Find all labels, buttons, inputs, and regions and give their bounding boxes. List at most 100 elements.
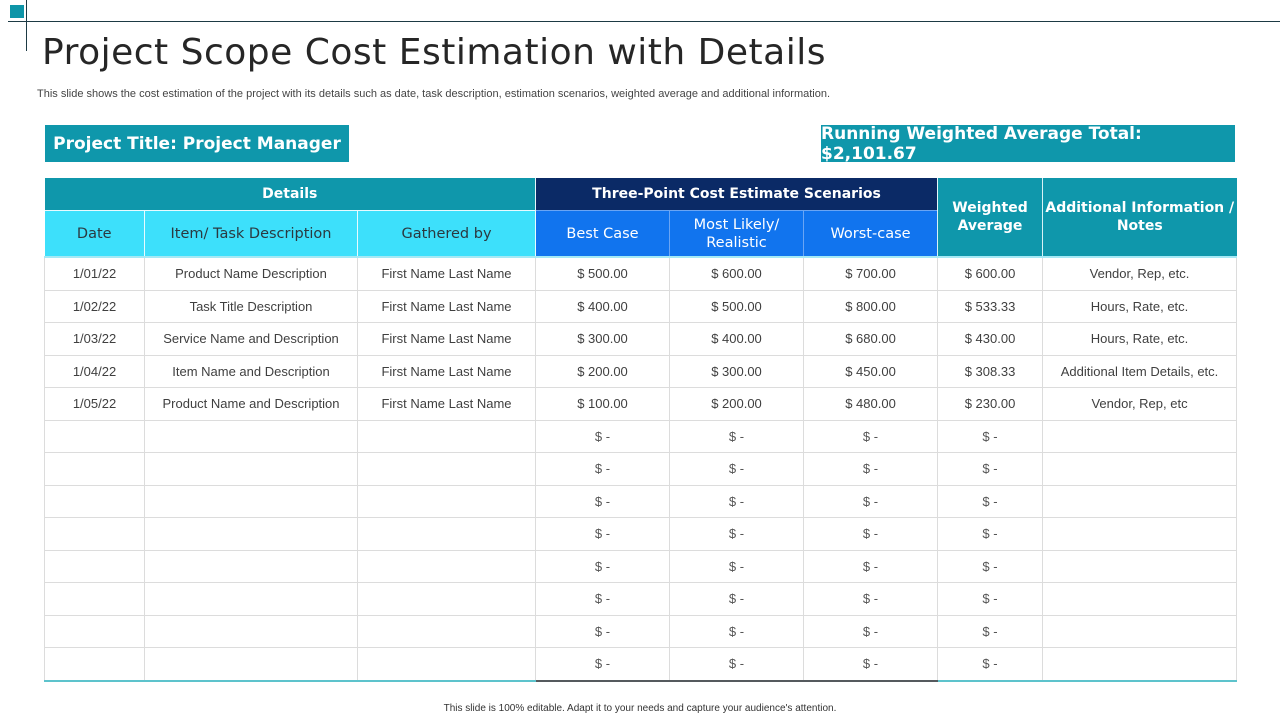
column-header-worst-case: Worst-case bbox=[803, 210, 939, 257]
date-cell bbox=[44, 484, 145, 518]
description-cell: Service Name and Description bbox=[144, 322, 358, 356]
details-group-header: Details bbox=[44, 178, 536, 211]
notes-cell: Hours, Rate, etc. bbox=[1042, 322, 1238, 356]
description-cell bbox=[144, 484, 358, 518]
best-case-cell: $ - bbox=[535, 419, 670, 453]
most-likely-cell: $ - bbox=[669, 614, 804, 648]
most-likely-cell: $ - bbox=[669, 582, 804, 616]
column-header-date: Date bbox=[44, 210, 145, 257]
weighted-average-cell: $ - bbox=[937, 484, 1044, 518]
best-case-cell: $ - bbox=[535, 614, 670, 648]
gathered-by-cell bbox=[357, 614, 536, 648]
weighted-average-cell: $ 600.00 bbox=[937, 256, 1044, 291]
most-likely-cell: $ - bbox=[669, 452, 804, 486]
date-cell: 1/03/22 bbox=[44, 322, 145, 356]
cost-estimation-table: Details Three-Point Cost Estimate Scenar… bbox=[44, 178, 1238, 682]
table-row: 1/02/22 Task Title Description First Name … bbox=[44, 289, 1238, 323]
date-cell bbox=[44, 419, 145, 453]
best-case-cell: $ 500.00 bbox=[535, 256, 670, 291]
scenarios-group-header: Three-Point Cost Estimate Scenarios bbox=[535, 178, 939, 211]
project-title-banner: Project Title: Project Manager bbox=[45, 125, 349, 162]
column-header-gathered-by: Gathered by bbox=[357, 210, 536, 257]
gathered-by-cell bbox=[357, 517, 536, 551]
most-likely-cell: $ 300.00 bbox=[669, 354, 804, 388]
worst-case-cell: $ - bbox=[802, 582, 939, 616]
notes-header: Additional Information / Notes bbox=[1042, 178, 1237, 257]
table-row: $ - $ - $ - $ - bbox=[44, 614, 1238, 648]
table-row: $ - $ - $ - $ - bbox=[44, 419, 1238, 453]
table-row: 1/01/22 Product Name Description First Nam… bbox=[44, 256, 1238, 291]
worst-case-cell: $ 480.00 bbox=[802, 387, 939, 421]
table-row: $ - $ - $ - $ - bbox=[44, 647, 1238, 682]
most-likely-cell: $ - bbox=[669, 647, 804, 682]
notes-cell: Vendor, Rep, etc. bbox=[1042, 256, 1238, 291]
worst-case-cell: $ 700.00 bbox=[802, 256, 939, 291]
worst-case-cell: $ - bbox=[802, 614, 939, 648]
most-likely-cell: $ - bbox=[669, 549, 804, 583]
gathered-by-cell bbox=[357, 419, 536, 453]
gathered-by-cell bbox=[357, 549, 536, 583]
date-cell bbox=[44, 517, 145, 551]
description-cell bbox=[144, 549, 358, 583]
description-cell: Task Title Description bbox=[144, 289, 358, 323]
date-cell bbox=[44, 582, 145, 616]
description-cell bbox=[144, 582, 358, 616]
notes-cell: Vendor, Rep, etc bbox=[1042, 387, 1238, 421]
description-cell bbox=[144, 614, 358, 648]
most-likely-cell: $ - bbox=[669, 484, 804, 518]
notes-cell bbox=[1042, 484, 1238, 518]
date-cell: 1/02/22 bbox=[44, 289, 145, 323]
weighted-average-cell: $ 430.00 bbox=[937, 322, 1044, 356]
notes-cell bbox=[1042, 582, 1238, 616]
best-case-cell: $ - bbox=[535, 452, 670, 486]
weighted-average-cell: $ - bbox=[937, 419, 1044, 453]
gathered-by-cell bbox=[357, 484, 536, 518]
best-case-cell: $ - bbox=[535, 549, 670, 583]
page-title: Project Scope Cost Estimation with Detai… bbox=[42, 32, 826, 73]
table-row: $ - $ - $ - $ - bbox=[44, 452, 1238, 486]
best-case-cell: $ 300.00 bbox=[535, 322, 670, 356]
column-header-description: Item/ Task Description bbox=[144, 210, 358, 257]
table-row: 1/04/22 Item Name and Description First Na… bbox=[44, 354, 1238, 388]
running-total-banner: Running Weighted Average Total: $2,101.6… bbox=[821, 124, 1235, 164]
most-likely-cell: $ - bbox=[669, 517, 804, 551]
notes-cell bbox=[1042, 614, 1238, 648]
date-cell: 1/05/22 bbox=[44, 387, 145, 421]
weighted-average-cell: $ 533.33 bbox=[937, 289, 1044, 323]
description-cell: Item Name and Description bbox=[144, 354, 358, 388]
date-cell bbox=[44, 452, 145, 486]
weighted-average-cell: $ - bbox=[937, 517, 1044, 551]
worst-case-cell: $ - bbox=[802, 647, 939, 682]
best-case-cell: $ 200.00 bbox=[535, 354, 670, 388]
table-row: $ - $ - $ - $ - bbox=[44, 549, 1238, 583]
worst-case-cell: $ - bbox=[802, 484, 939, 518]
notes-cell bbox=[1042, 517, 1238, 551]
worst-case-cell: $ - bbox=[802, 517, 939, 551]
most-likely-cell: $ 600.00 bbox=[669, 256, 804, 291]
date-cell bbox=[44, 647, 145, 682]
description-cell: Product Name Description bbox=[144, 256, 358, 291]
gathered-by-cell bbox=[357, 647, 536, 682]
worst-case-cell: $ 450.00 bbox=[802, 354, 939, 388]
notes-cell bbox=[1042, 549, 1238, 583]
table-row: $ - $ - $ - $ - bbox=[44, 582, 1238, 616]
description-cell bbox=[144, 452, 358, 486]
best-case-cell: $ - bbox=[535, 517, 670, 551]
worst-case-cell: $ 800.00 bbox=[802, 289, 939, 323]
date-cell: 1/01/22 bbox=[44, 256, 145, 291]
worst-case-cell: $ 680.00 bbox=[802, 322, 939, 356]
weighted-average-cell: $ - bbox=[937, 582, 1044, 616]
gathered-by-cell bbox=[357, 452, 536, 486]
most-likely-cell: $ 400.00 bbox=[669, 322, 804, 356]
worst-case-cell: $ - bbox=[802, 549, 939, 583]
column-header-best-case: Best Case bbox=[535, 210, 670, 257]
weighted-average-cell: $ 308.33 bbox=[937, 354, 1044, 388]
date-cell: 1/04/22 bbox=[44, 354, 145, 388]
description-cell bbox=[144, 517, 358, 551]
description-cell bbox=[144, 647, 358, 682]
date-cell bbox=[44, 614, 145, 648]
gathered-by-cell: First Name Last Name bbox=[357, 322, 536, 356]
header-vertical-rule bbox=[26, 0, 27, 51]
most-likely-cell: $ 200.00 bbox=[669, 387, 804, 421]
best-case-cell: $ - bbox=[535, 484, 670, 518]
